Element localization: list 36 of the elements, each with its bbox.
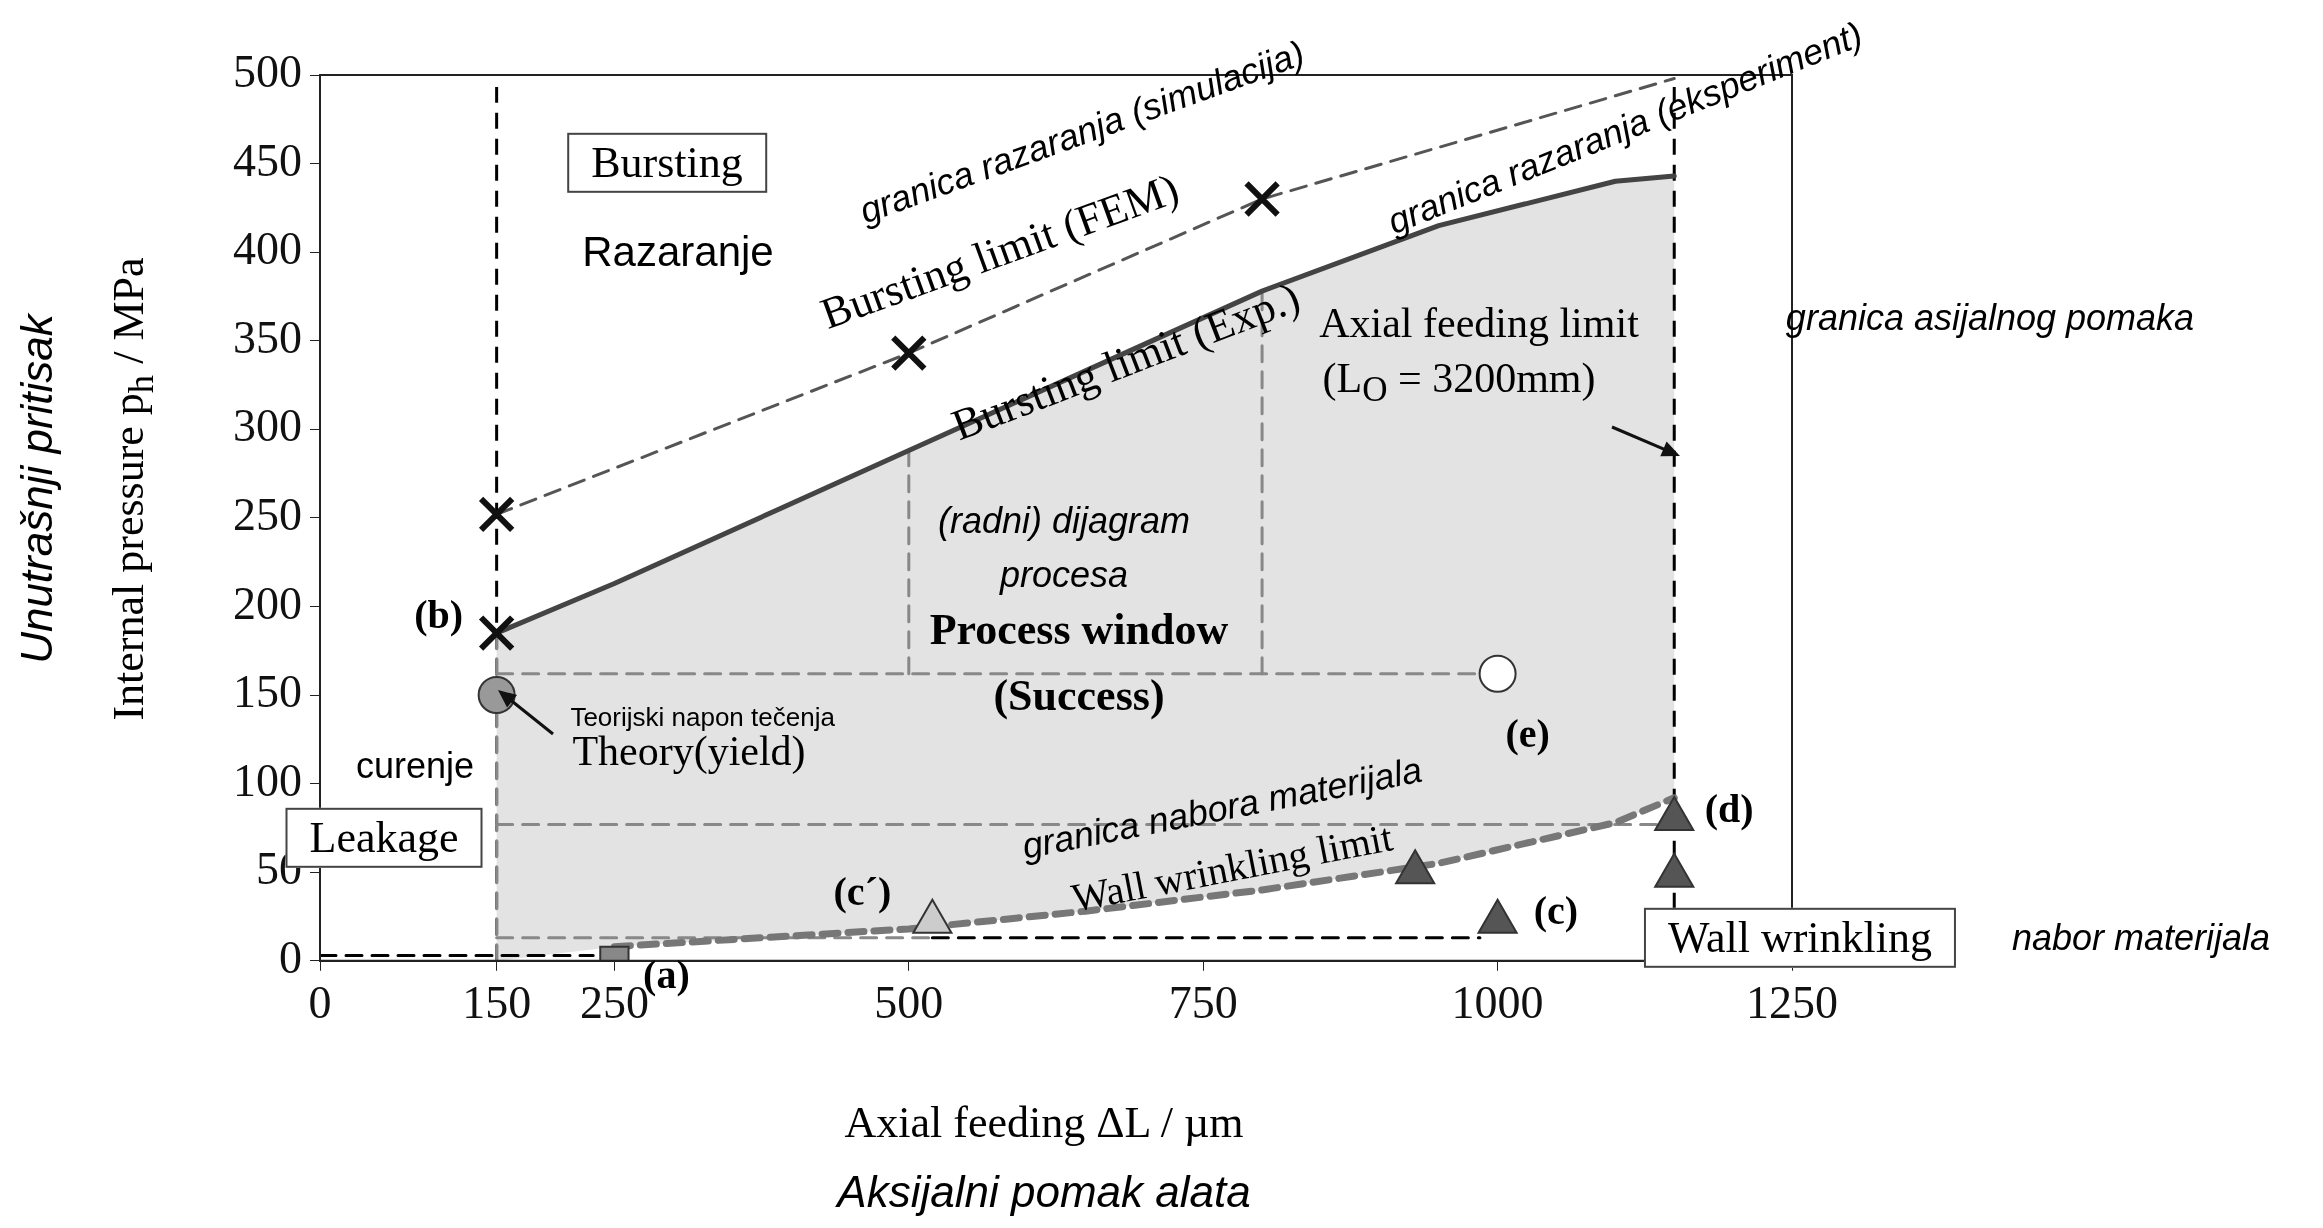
annotation: (c´)	[833, 868, 892, 914]
annotation: (d)	[1704, 786, 1754, 832]
annotation: (b)	[414, 592, 464, 638]
text: Aksijalni pomak alata	[837, 1166, 1251, 1217]
y-tick-label: 300	[233, 400, 302, 452]
y-tick-label: 400	[233, 223, 302, 275]
annotation: (c)	[1533, 888, 1579, 933]
annotation: (L$_{O}$ = 3200mm)	[1322, 354, 1596, 410]
y-tick-label: 450	[233, 134, 302, 186]
annotation: Teorijski napon tečenja	[570, 701, 835, 732]
x-tick-label: 500	[874, 977, 944, 1029]
y-tick-label: 200	[233, 577, 302, 629]
x-axis-title: Axial feeding ΔL / µm	[844, 1097, 1244, 1148]
annotation: Process window	[929, 604, 1229, 655]
text: nabor materijala	[2011, 917, 2271, 959]
x-tick-label: 1250	[1746, 977, 1838, 1029]
x-tick-label: 1000	[1451, 977, 1544, 1029]
x-tick-label: 150	[462, 977, 532, 1029]
annotation: (e)	[1505, 710, 1550, 756]
annotation: (Success)	[993, 670, 1165, 721]
annotation: Bursting	[567, 132, 767, 194]
annotation: Wall wrinkling	[1643, 907, 1957, 969]
annotation: Leakage	[309, 812, 459, 862]
y-tick-label: 0	[279, 931, 302, 983]
y-tick-label: 500	[233, 46, 302, 98]
x-tick-label: 750	[1168, 977, 1238, 1029]
annotation: curenje	[355, 745, 475, 787]
annotation: Axial feeding limit	[1319, 299, 1639, 347]
y-tick-label: 350	[233, 311, 302, 363]
y-tick-label: 150	[233, 666, 302, 718]
y-tick-label: 250	[233, 488, 302, 540]
annotation: procesa	[999, 554, 1129, 596]
annotation: (radni) dijagram	[937, 500, 1191, 542]
y-tick-label: 100	[233, 754, 302, 806]
annotation: Razaranje	[582, 227, 774, 276]
text: Unutrašnji pritisak	[11, 314, 62, 664]
